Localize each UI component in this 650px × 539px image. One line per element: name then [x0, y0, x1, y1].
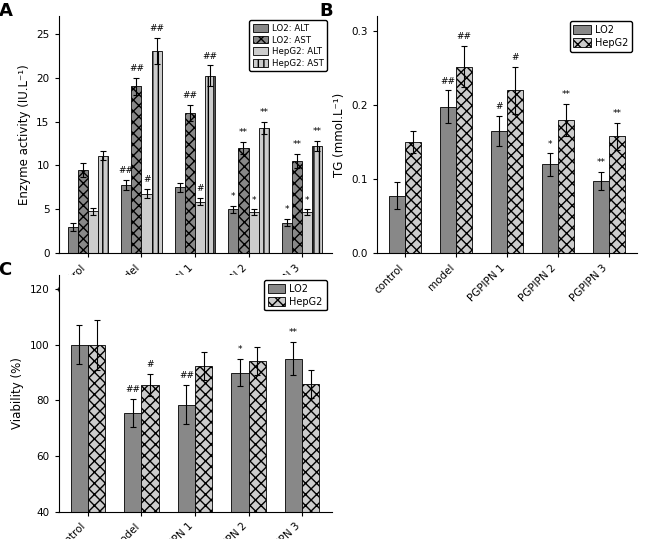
Text: ##: ##	[183, 91, 198, 100]
Bar	[195, 365, 212, 539]
Bar	[507, 90, 523, 253]
Text: *: *	[285, 205, 289, 215]
Text: *: *	[231, 192, 235, 201]
Text: #: #	[495, 102, 502, 112]
Bar	[239, 148, 248, 253]
Bar	[121, 185, 131, 253]
Bar	[178, 405, 195, 539]
Bar	[124, 413, 142, 539]
Text: #: #	[143, 176, 150, 184]
Text: **: **	[562, 90, 571, 99]
Bar	[131, 86, 142, 253]
Bar	[68, 227, 78, 253]
Text: **: **	[239, 128, 248, 137]
Bar	[456, 66, 473, 253]
Bar	[231, 372, 248, 539]
Text: ##: ##	[203, 52, 218, 60]
Text: ##: ##	[179, 371, 194, 381]
Bar	[609, 136, 625, 253]
Text: **: **	[313, 127, 322, 136]
Text: **: **	[596, 158, 605, 167]
Text: *: *	[252, 196, 256, 205]
Text: #: #	[196, 184, 204, 194]
Bar	[88, 344, 105, 539]
Text: #: #	[146, 360, 154, 369]
Bar	[285, 358, 302, 539]
Bar	[185, 113, 195, 253]
Y-axis label: Enzyme activity (IU.L⁻¹): Enzyme activity (IU.L⁻¹)	[18, 64, 31, 205]
Text: #: #	[512, 53, 519, 62]
Text: *: *	[547, 140, 552, 149]
Bar	[151, 51, 162, 253]
Text: *: *	[305, 196, 309, 205]
Bar	[248, 361, 266, 539]
Bar	[292, 161, 302, 253]
Bar	[541, 164, 558, 253]
Bar	[248, 212, 259, 253]
Text: C: C	[0, 261, 12, 279]
Text: **: **	[612, 109, 621, 118]
Bar	[142, 385, 159, 539]
Bar	[281, 223, 292, 253]
Bar	[205, 76, 215, 253]
Bar	[71, 344, 88, 539]
Text: B: B	[320, 2, 333, 20]
Bar	[389, 196, 405, 253]
Bar	[259, 128, 269, 253]
Text: ##: ##	[457, 32, 472, 41]
Text: ##: ##	[150, 24, 164, 33]
Bar	[175, 188, 185, 253]
Text: **: **	[292, 140, 302, 149]
Legend: LO2: ALT, LO2: AST, HepG2: ALT, HepG2: AST: LO2: ALT, LO2: AST, HepG2: ALT, HepG2: A…	[250, 20, 327, 71]
Legend: LO2, HepG2: LO2, HepG2	[569, 21, 632, 52]
Bar	[195, 202, 205, 253]
Text: ##: ##	[119, 166, 134, 175]
Text: A: A	[0, 2, 12, 20]
Text: *: *	[238, 345, 242, 354]
Bar	[405, 142, 421, 253]
Y-axis label: Viability (%): Viability (%)	[11, 357, 24, 430]
Bar	[142, 194, 151, 253]
Text: **: **	[289, 328, 298, 337]
Legend: LO2, HepG2: LO2, HepG2	[264, 280, 327, 310]
Bar	[302, 384, 319, 539]
Bar	[228, 210, 239, 253]
Text: **: **	[259, 108, 268, 117]
Text: ##: ##	[440, 77, 456, 86]
Bar	[78, 170, 88, 253]
Text: ##: ##	[125, 385, 140, 395]
Bar	[491, 131, 507, 253]
Bar	[439, 107, 456, 253]
Bar	[98, 156, 109, 253]
Y-axis label: TG (mmol.L⁻¹): TG (mmol.L⁻¹)	[333, 93, 346, 177]
Text: ##: ##	[129, 64, 144, 73]
Bar	[593, 181, 609, 253]
Bar	[312, 146, 322, 253]
Bar	[88, 211, 98, 253]
Bar	[302, 212, 312, 253]
Bar	[558, 120, 575, 253]
